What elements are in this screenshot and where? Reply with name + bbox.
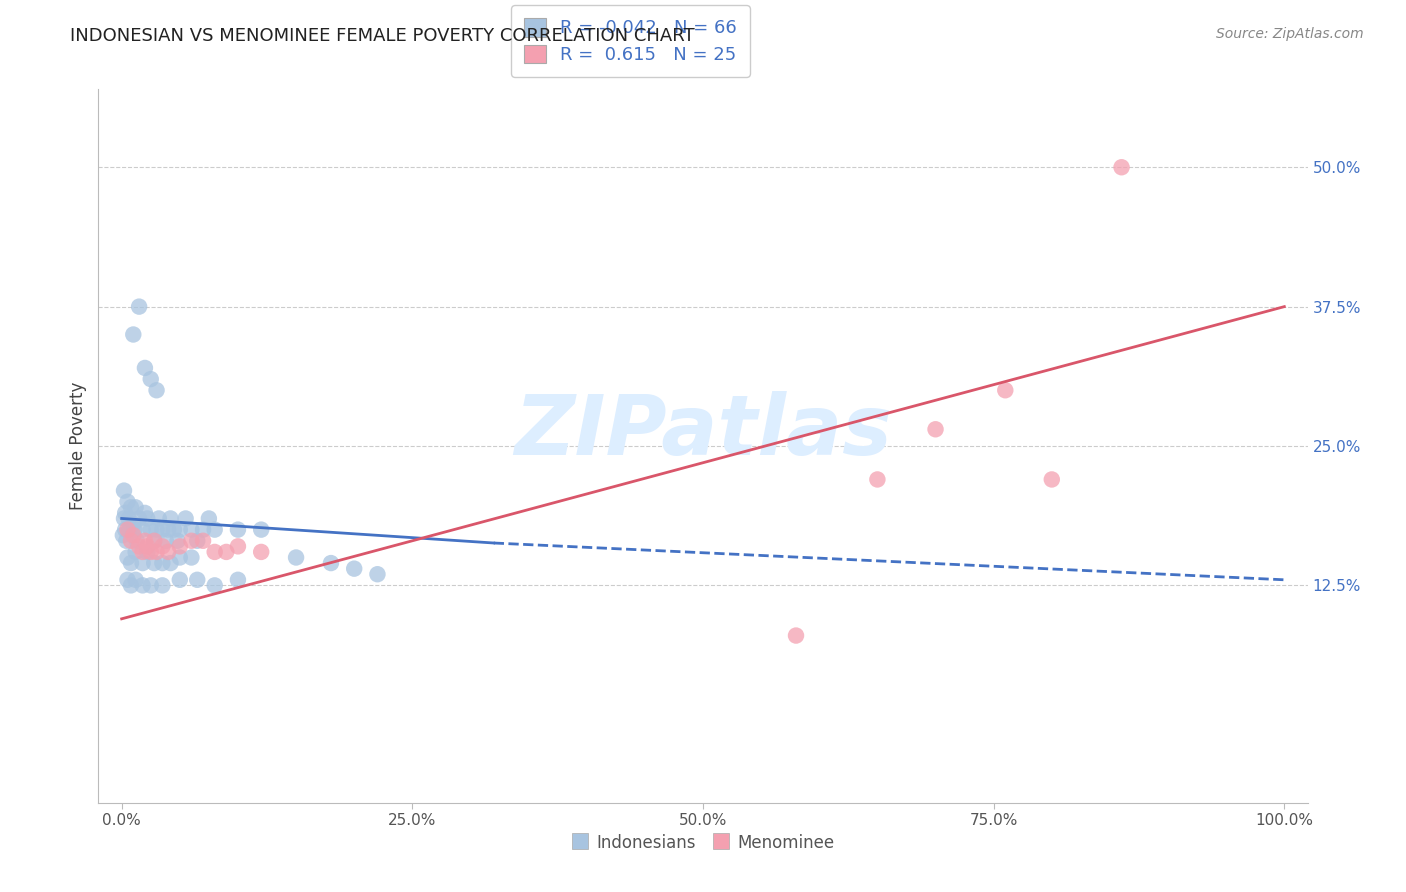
Point xyxy=(124,545,146,559)
Point xyxy=(157,545,180,559)
Point xyxy=(924,422,946,436)
Point xyxy=(112,511,135,525)
Point xyxy=(186,533,208,548)
Point xyxy=(118,511,141,525)
Point xyxy=(163,523,186,537)
Point xyxy=(120,533,142,548)
Point xyxy=(134,533,156,548)
Point xyxy=(139,578,162,592)
Point xyxy=(128,300,150,314)
Point xyxy=(343,562,366,576)
Point xyxy=(169,550,191,565)
Point xyxy=(166,533,188,548)
Text: ZIPatlas: ZIPatlas xyxy=(515,392,891,472)
Point xyxy=(186,573,208,587)
Point xyxy=(125,533,148,548)
Point xyxy=(180,533,202,548)
Point xyxy=(169,523,191,537)
Point xyxy=(122,516,145,531)
Point xyxy=(191,523,214,537)
Point xyxy=(120,500,142,515)
Point xyxy=(157,523,180,537)
Point xyxy=(143,533,166,548)
Point xyxy=(122,327,145,342)
Point xyxy=(131,578,153,592)
Point xyxy=(366,567,388,582)
Point xyxy=(180,523,202,537)
Point xyxy=(226,539,249,553)
Point xyxy=(250,523,273,537)
Point xyxy=(204,545,226,559)
Point xyxy=(150,556,173,570)
Point xyxy=(866,472,889,486)
Point xyxy=(139,372,162,386)
Point xyxy=(114,523,136,537)
Point xyxy=(117,523,139,537)
Point xyxy=(148,511,170,525)
Point xyxy=(136,545,159,559)
Point xyxy=(143,556,166,570)
Point xyxy=(159,556,181,570)
Point xyxy=(114,506,136,520)
Point xyxy=(319,556,342,570)
Point xyxy=(115,533,138,548)
Point xyxy=(150,539,173,553)
Point xyxy=(117,550,139,565)
Point xyxy=(250,545,273,559)
Point xyxy=(150,523,173,537)
Point xyxy=(145,545,167,559)
Text: INDONESIAN VS MENOMINEE FEMALE POVERTY CORRELATION CHART: INDONESIAN VS MENOMINEE FEMALE POVERTY C… xyxy=(70,27,695,45)
Point xyxy=(117,494,139,508)
Point xyxy=(122,528,145,542)
Point xyxy=(120,556,142,570)
Point xyxy=(118,523,141,537)
Point xyxy=(128,539,150,553)
Point xyxy=(145,383,167,397)
Point xyxy=(134,360,156,375)
Point xyxy=(1111,160,1133,174)
Point xyxy=(226,523,249,537)
Point xyxy=(124,573,146,587)
Point xyxy=(159,511,181,525)
Point xyxy=(112,483,135,498)
Point xyxy=(111,528,134,542)
Point xyxy=(785,628,807,642)
Point xyxy=(117,573,139,587)
Point xyxy=(198,511,221,525)
Point xyxy=(169,539,191,553)
Point xyxy=(226,573,249,587)
Point xyxy=(150,578,173,592)
Point xyxy=(120,578,142,592)
Point xyxy=(180,550,202,565)
Point xyxy=(136,511,159,525)
Text: Source: ZipAtlas.com: Source: ZipAtlas.com xyxy=(1216,27,1364,41)
Point xyxy=(204,578,226,592)
Point xyxy=(131,556,153,570)
Point xyxy=(139,523,162,537)
Point xyxy=(136,539,159,553)
Point xyxy=(285,550,308,565)
Point xyxy=(134,506,156,520)
Point xyxy=(191,533,214,548)
Point xyxy=(1040,472,1063,486)
Point xyxy=(128,511,150,525)
Point xyxy=(139,545,162,559)
Point xyxy=(143,533,166,548)
Point xyxy=(124,523,146,537)
Point xyxy=(169,573,191,587)
Point xyxy=(124,500,146,515)
Legend: Indonesians, Menominee: Indonesians, Menominee xyxy=(565,828,841,859)
Point xyxy=(155,533,177,548)
Point xyxy=(215,545,238,559)
Point xyxy=(131,545,153,559)
Point xyxy=(131,523,153,537)
Y-axis label: Female Poverty: Female Poverty xyxy=(69,382,87,510)
Point xyxy=(145,523,167,537)
Point xyxy=(174,511,197,525)
Point xyxy=(994,383,1017,397)
Point xyxy=(204,523,226,537)
